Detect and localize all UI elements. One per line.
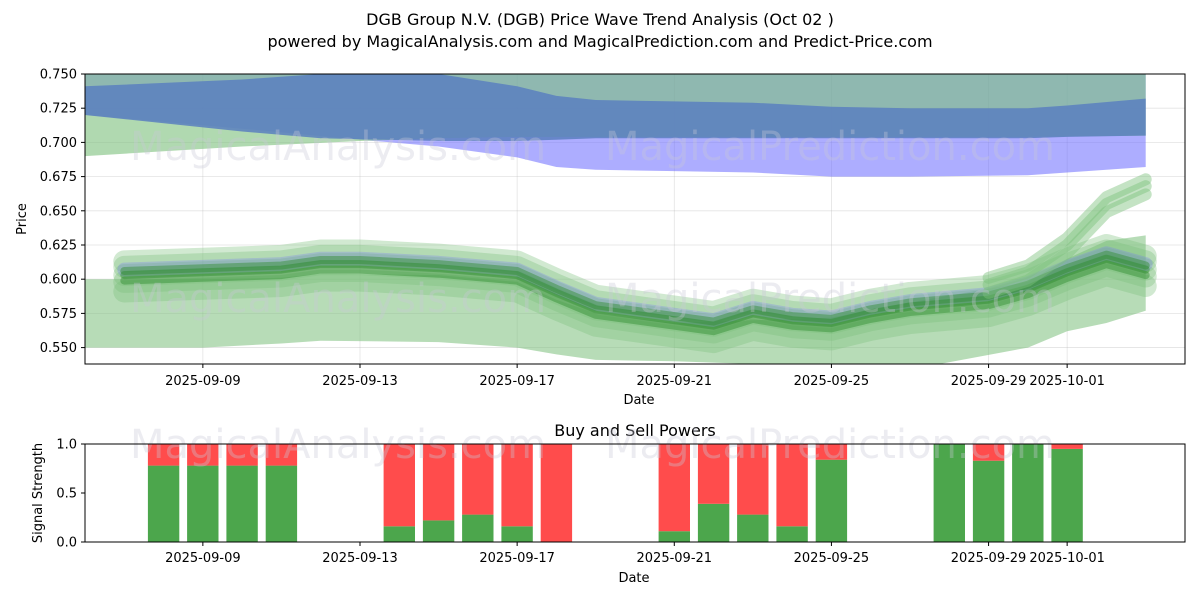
sell-bar (383, 444, 415, 527)
trend-wave-halo (113, 234, 1157, 323)
price-x-tick-label: 2025-09-09 (165, 374, 241, 389)
price-y-tick-label: 0.550 (40, 341, 77, 356)
lower-green-range (85, 235, 1146, 364)
watermark-right: MagicalPrediction.com (605, 124, 1055, 170)
trend-wave-blue-halo (117, 246, 1153, 328)
buy-bar (933, 444, 965, 542)
blue-center-band (85, 74, 1146, 141)
buy-bar (658, 531, 690, 542)
buy-bar (697, 503, 730, 542)
trend-wave-halo (113, 264, 1157, 354)
price-y-tick-label: 0.575 (40, 307, 77, 322)
buy-sell-x-tick-label: 2025-09-29 (951, 551, 1027, 566)
buy-sell-x-tick-label: 2025-09-21 (637, 551, 713, 566)
sell-bar (658, 444, 690, 532)
buy-bar (383, 526, 415, 542)
price-x-axis-label: Date (623, 393, 654, 408)
watermark-bottom-right: MagicalPrediction.com (605, 422, 1055, 468)
sell-bar (697, 444, 730, 504)
chart-title: DGB Group N.V. (DGB) Price Wave Trend An… (366, 10, 834, 29)
price-y-tick-label: 0.675 (40, 170, 77, 185)
price-y-tick-label: 0.725 (40, 102, 77, 117)
price-x-tick-label: 2025-09-29 (951, 374, 1027, 389)
buy-bar (815, 459, 848, 542)
forecast-spike-line (982, 180, 1152, 291)
price-series-clip (85, 74, 1157, 364)
price-plot-frame (84, 73, 1186, 365)
buy-bar (1012, 444, 1044, 542)
sell-bar (462, 444, 494, 515)
trend-wave-line (120, 254, 1150, 330)
trend-wave-line (120, 250, 1150, 326)
price-y-tick-label: 0.650 (40, 204, 77, 219)
price-x-tick-label: 2025-10-01 (1029, 374, 1105, 389)
sell-bar (187, 444, 219, 466)
sell-bar (737, 444, 769, 515)
buy-sell-x-tick-label: 2025-09-25 (794, 551, 870, 566)
buy-sell-panel: Buy and Sell Powers MagicalAnalysis.com … (31, 421, 1186, 586)
buy-sell-y-axis-label: Signal Strength (31, 443, 46, 543)
buy-sell-x-tick-label: 2025-09-09 (165, 551, 241, 566)
sell-bar (540, 444, 573, 542)
price-y-axis-label: Price (15, 203, 30, 235)
buy-bar (737, 514, 769, 542)
buy-bar (147, 465, 180, 542)
buy-bar (226, 465, 258, 542)
sell-bar (501, 444, 533, 527)
sell-bar (265, 444, 298, 466)
buy-bar (972, 460, 1005, 542)
forecast-spike-line (982, 188, 1152, 299)
buy-sell-y-tick-label: 1.0 (56, 438, 77, 453)
price-y-tick-label: 0.700 (40, 136, 77, 151)
trend-wave-halo (113, 239, 1157, 329)
price-x-tick-label: 2025-09-17 (479, 374, 555, 389)
buy-bar (501, 526, 533, 542)
trend-wave-halo (113, 254, 1157, 344)
watermark-left: MagicalAnalysis.com (130, 124, 546, 170)
buy-bar (776, 526, 808, 542)
buy-sell-y-tick-label: 0.5 (56, 487, 77, 502)
watermark-bottom-left: MagicalAnalysis.com (130, 422, 546, 468)
chart-subtitle: powered by MagicalAnalysis.com and Magic… (267, 32, 932, 51)
watermark-left-lower: MagicalAnalysis.com (130, 276, 546, 322)
price-y-tick-label: 0.750 (40, 68, 77, 83)
buy-bar (1051, 448, 1083, 542)
price-y-tick-label: 0.600 (40, 273, 77, 288)
buy-sell-x-tick-label: 2025-09-17 (479, 551, 555, 566)
trend-wave-halo (113, 247, 1157, 337)
buy-bar (462, 514, 494, 542)
sell-bar (815, 444, 848, 460)
price-wave-panel: MagicalAnalysis.com MagicalPrediction.co… (15, 68, 1186, 408)
buy-sell-y-tick-label: 0.0 (56, 536, 77, 551)
price-axes: 0.550 0.575 0.600 0.625 0.650 0.675 0.700 0.725… (40, 68, 1105, 390)
buy-bar (187, 465, 219, 542)
buy-sell-title: Buy and Sell Powers (554, 421, 716, 440)
sell-bar (226, 444, 258, 466)
buy-sell-axes: 0.0 0.5 1.0 2025-09-09 2025-09-13 2025-09-17 2… (56, 438, 1105, 567)
forecast-spike-line (982, 173, 1152, 284)
price-y-tick-label: 0.625 (40, 238, 77, 253)
sell-bar (776, 444, 808, 527)
sell-bar (422, 444, 455, 521)
buy-bar (265, 465, 298, 542)
sell-bar (972, 444, 1005, 461)
buy-bar (422, 520, 455, 542)
sell-bar (147, 444, 180, 466)
price-x-tick-label: 2025-09-13 (322, 374, 398, 389)
trend-wave-line (120, 260, 1150, 336)
sell-bar (1051, 444, 1083, 449)
price-series (85, 74, 1157, 364)
buy-sell-x-tick-label: 2025-10-01 (1029, 551, 1105, 566)
price-x-tick-label: 2025-09-25 (794, 374, 870, 389)
buy-sell-x-axis-label: Date (618, 571, 649, 586)
buy-sell-x-tick-label: 2025-09-13 (322, 551, 398, 566)
buy-sell-bars (147, 444, 1083, 542)
price-x-tick-label: 2025-09-21 (637, 374, 713, 389)
watermark-right-lower: MagicalPrediction.com (605, 276, 1055, 322)
